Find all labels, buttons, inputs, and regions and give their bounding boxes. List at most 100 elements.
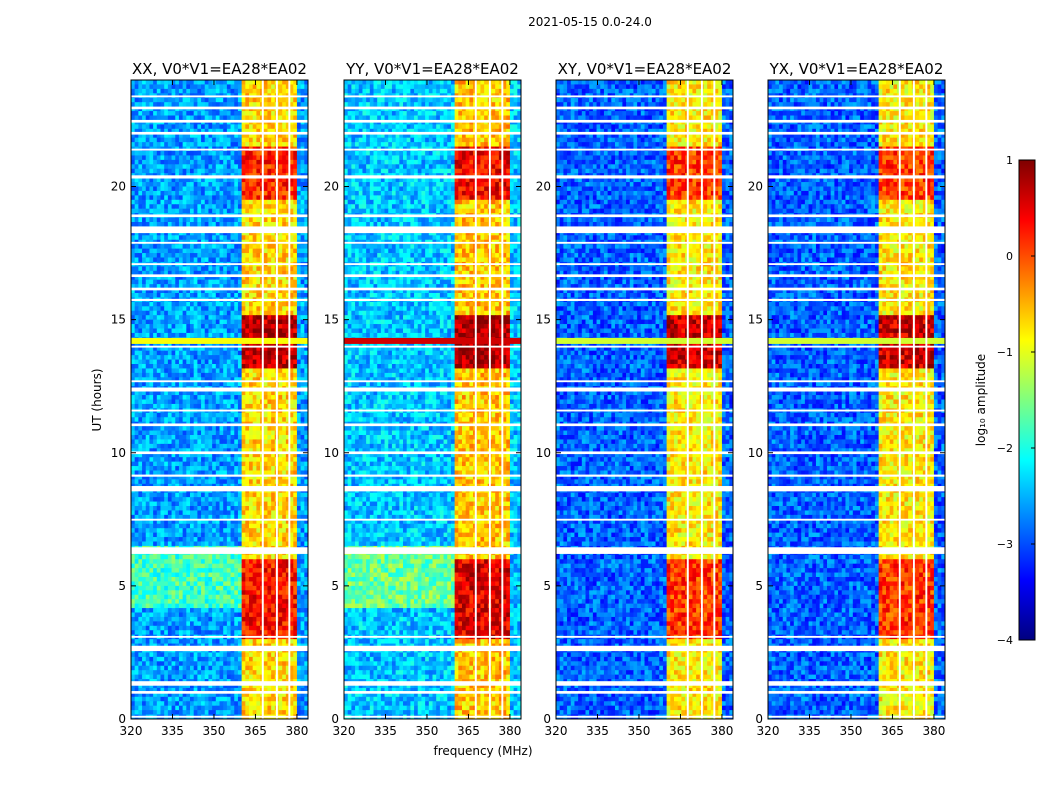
- y-tick-label: 5: [118, 579, 126, 593]
- flagged-time: [344, 106, 521, 110]
- flagged-time: [131, 287, 308, 291]
- flagged-time: [556, 263, 733, 266]
- flagged-time: [768, 298, 945, 301]
- colorbar-tick-label: −3: [997, 538, 1013, 551]
- x-tick-label: 365: [669, 724, 692, 738]
- x-tick-label: 320: [545, 724, 568, 738]
- flagged-time: [556, 518, 733, 521]
- y-tick-label: 0: [118, 712, 126, 726]
- flagged-time: [344, 274, 521, 278]
- figure-title: 2021-05-15 0.0-24.0: [528, 15, 652, 29]
- flagged-time: [131, 518, 308, 521]
- flagged-time: [344, 451, 521, 455]
- flagged-time: [131, 681, 308, 686]
- flagged-time: [131, 175, 308, 179]
- flagged-time: [344, 214, 521, 218]
- flagged-time: [768, 645, 945, 652]
- x-tick-label: 380: [922, 724, 945, 738]
- flagged-time: [768, 263, 945, 266]
- flagged-time: [131, 214, 308, 218]
- flagged-time: [768, 547, 945, 554]
- x-tick-label: 380: [710, 724, 733, 738]
- flagged-time: [344, 380, 521, 383]
- flagged-time: [344, 119, 521, 123]
- y-tick-label: 15: [748, 313, 763, 327]
- feature-line: [556, 337, 733, 344]
- flagged-time: [344, 715, 521, 718]
- colorbar-tick-label: 0: [1006, 250, 1013, 263]
- flagged-time: [131, 263, 308, 266]
- y-tick-label: 10: [536, 446, 551, 460]
- flagged-time: [344, 387, 521, 392]
- flagged-channel: [488, 80, 491, 719]
- flagged-time: [344, 635, 521, 638]
- panel-yx: YX, V0*V1=EA28*EA02 320 335 350 365 380 0 5 10 15…: [748, 60, 946, 738]
- flagged-time: [131, 274, 308, 278]
- panel-title: XY, V0*V1=EA28*EA02: [558, 60, 732, 78]
- panel-title: YY, V0*V1=EA28*EA02: [345, 60, 519, 78]
- colorbar-tick-label: −4: [997, 634, 1013, 647]
- flagged-time: [556, 451, 733, 455]
- x-tick-label: 350: [628, 724, 651, 738]
- x-tick-label: 320: [120, 724, 143, 738]
- flagged-time: [131, 226, 308, 234]
- flagged-time: [556, 409, 733, 412]
- flagged-time: [131, 486, 308, 492]
- x-tick-label: 350: [203, 724, 226, 738]
- flagged-time: [768, 518, 945, 521]
- flagged-channel: [686, 80, 689, 719]
- flagged-time: [556, 175, 733, 179]
- panel-frame: [343, 79, 522, 720]
- flagged-time: [131, 409, 308, 412]
- flagged-time: [131, 95, 308, 98]
- y-tick-label: 10: [324, 446, 339, 460]
- flagged-time: [768, 106, 945, 110]
- flagged-time: [344, 474, 521, 477]
- flagged-time: [556, 241, 733, 244]
- flagged-time: [556, 214, 733, 218]
- flagged-time: [768, 131, 945, 135]
- flagged-time: [768, 287, 945, 291]
- flagged-time: [344, 298, 521, 301]
- flagged-time: [131, 715, 308, 718]
- flagged-time: [556, 274, 733, 278]
- heatmap-image: [344, 80, 521, 719]
- x-tick-label: 365: [244, 724, 267, 738]
- flagged-time: [556, 380, 733, 383]
- flagged-time: [131, 635, 308, 638]
- flagged-time: [768, 387, 945, 392]
- flagged-time: [344, 645, 521, 652]
- flagged-time: [768, 148, 945, 151]
- flagged-time: [131, 474, 308, 477]
- flagged-time: [556, 287, 733, 291]
- x-tick-label: 320: [333, 724, 356, 738]
- flagged-time: [556, 635, 733, 638]
- flagged-time: [768, 95, 945, 98]
- y-tick-label: 20: [536, 180, 551, 194]
- y-tick-label: 0: [543, 712, 551, 726]
- flagged-time: [344, 175, 521, 179]
- colorbar-gradient: [1018, 159, 1036, 641]
- flagged-time: [131, 645, 308, 652]
- feature-line: [344, 337, 521, 344]
- flagged-channel: [925, 80, 928, 719]
- flagged-time: [768, 681, 945, 686]
- flagged-time: [556, 226, 733, 234]
- colorbar-tick-label: −2: [997, 442, 1013, 455]
- flagged-time: [344, 148, 521, 151]
- x-tick-label: 380: [498, 724, 521, 738]
- flagged-time: [131, 451, 308, 455]
- panel-yy: YY, V0*V1=EA28*EA02 320 335 350 365 380 0 5 10 15…: [324, 60, 522, 738]
- y-axis-label: UT (hours): [90, 368, 104, 431]
- panel-frame: [767, 79, 946, 720]
- heatmap-image: [556, 80, 733, 719]
- x-tick-label: 350: [416, 724, 439, 738]
- flagged-time: [768, 119, 945, 123]
- flagged-time: [556, 486, 733, 492]
- flagged-time: [344, 287, 521, 291]
- flagged-channel: [474, 80, 477, 719]
- flagged-time: [556, 681, 733, 686]
- flagged-time: [768, 409, 945, 412]
- flagged-time: [556, 148, 733, 151]
- flagged-time: [344, 547, 521, 554]
